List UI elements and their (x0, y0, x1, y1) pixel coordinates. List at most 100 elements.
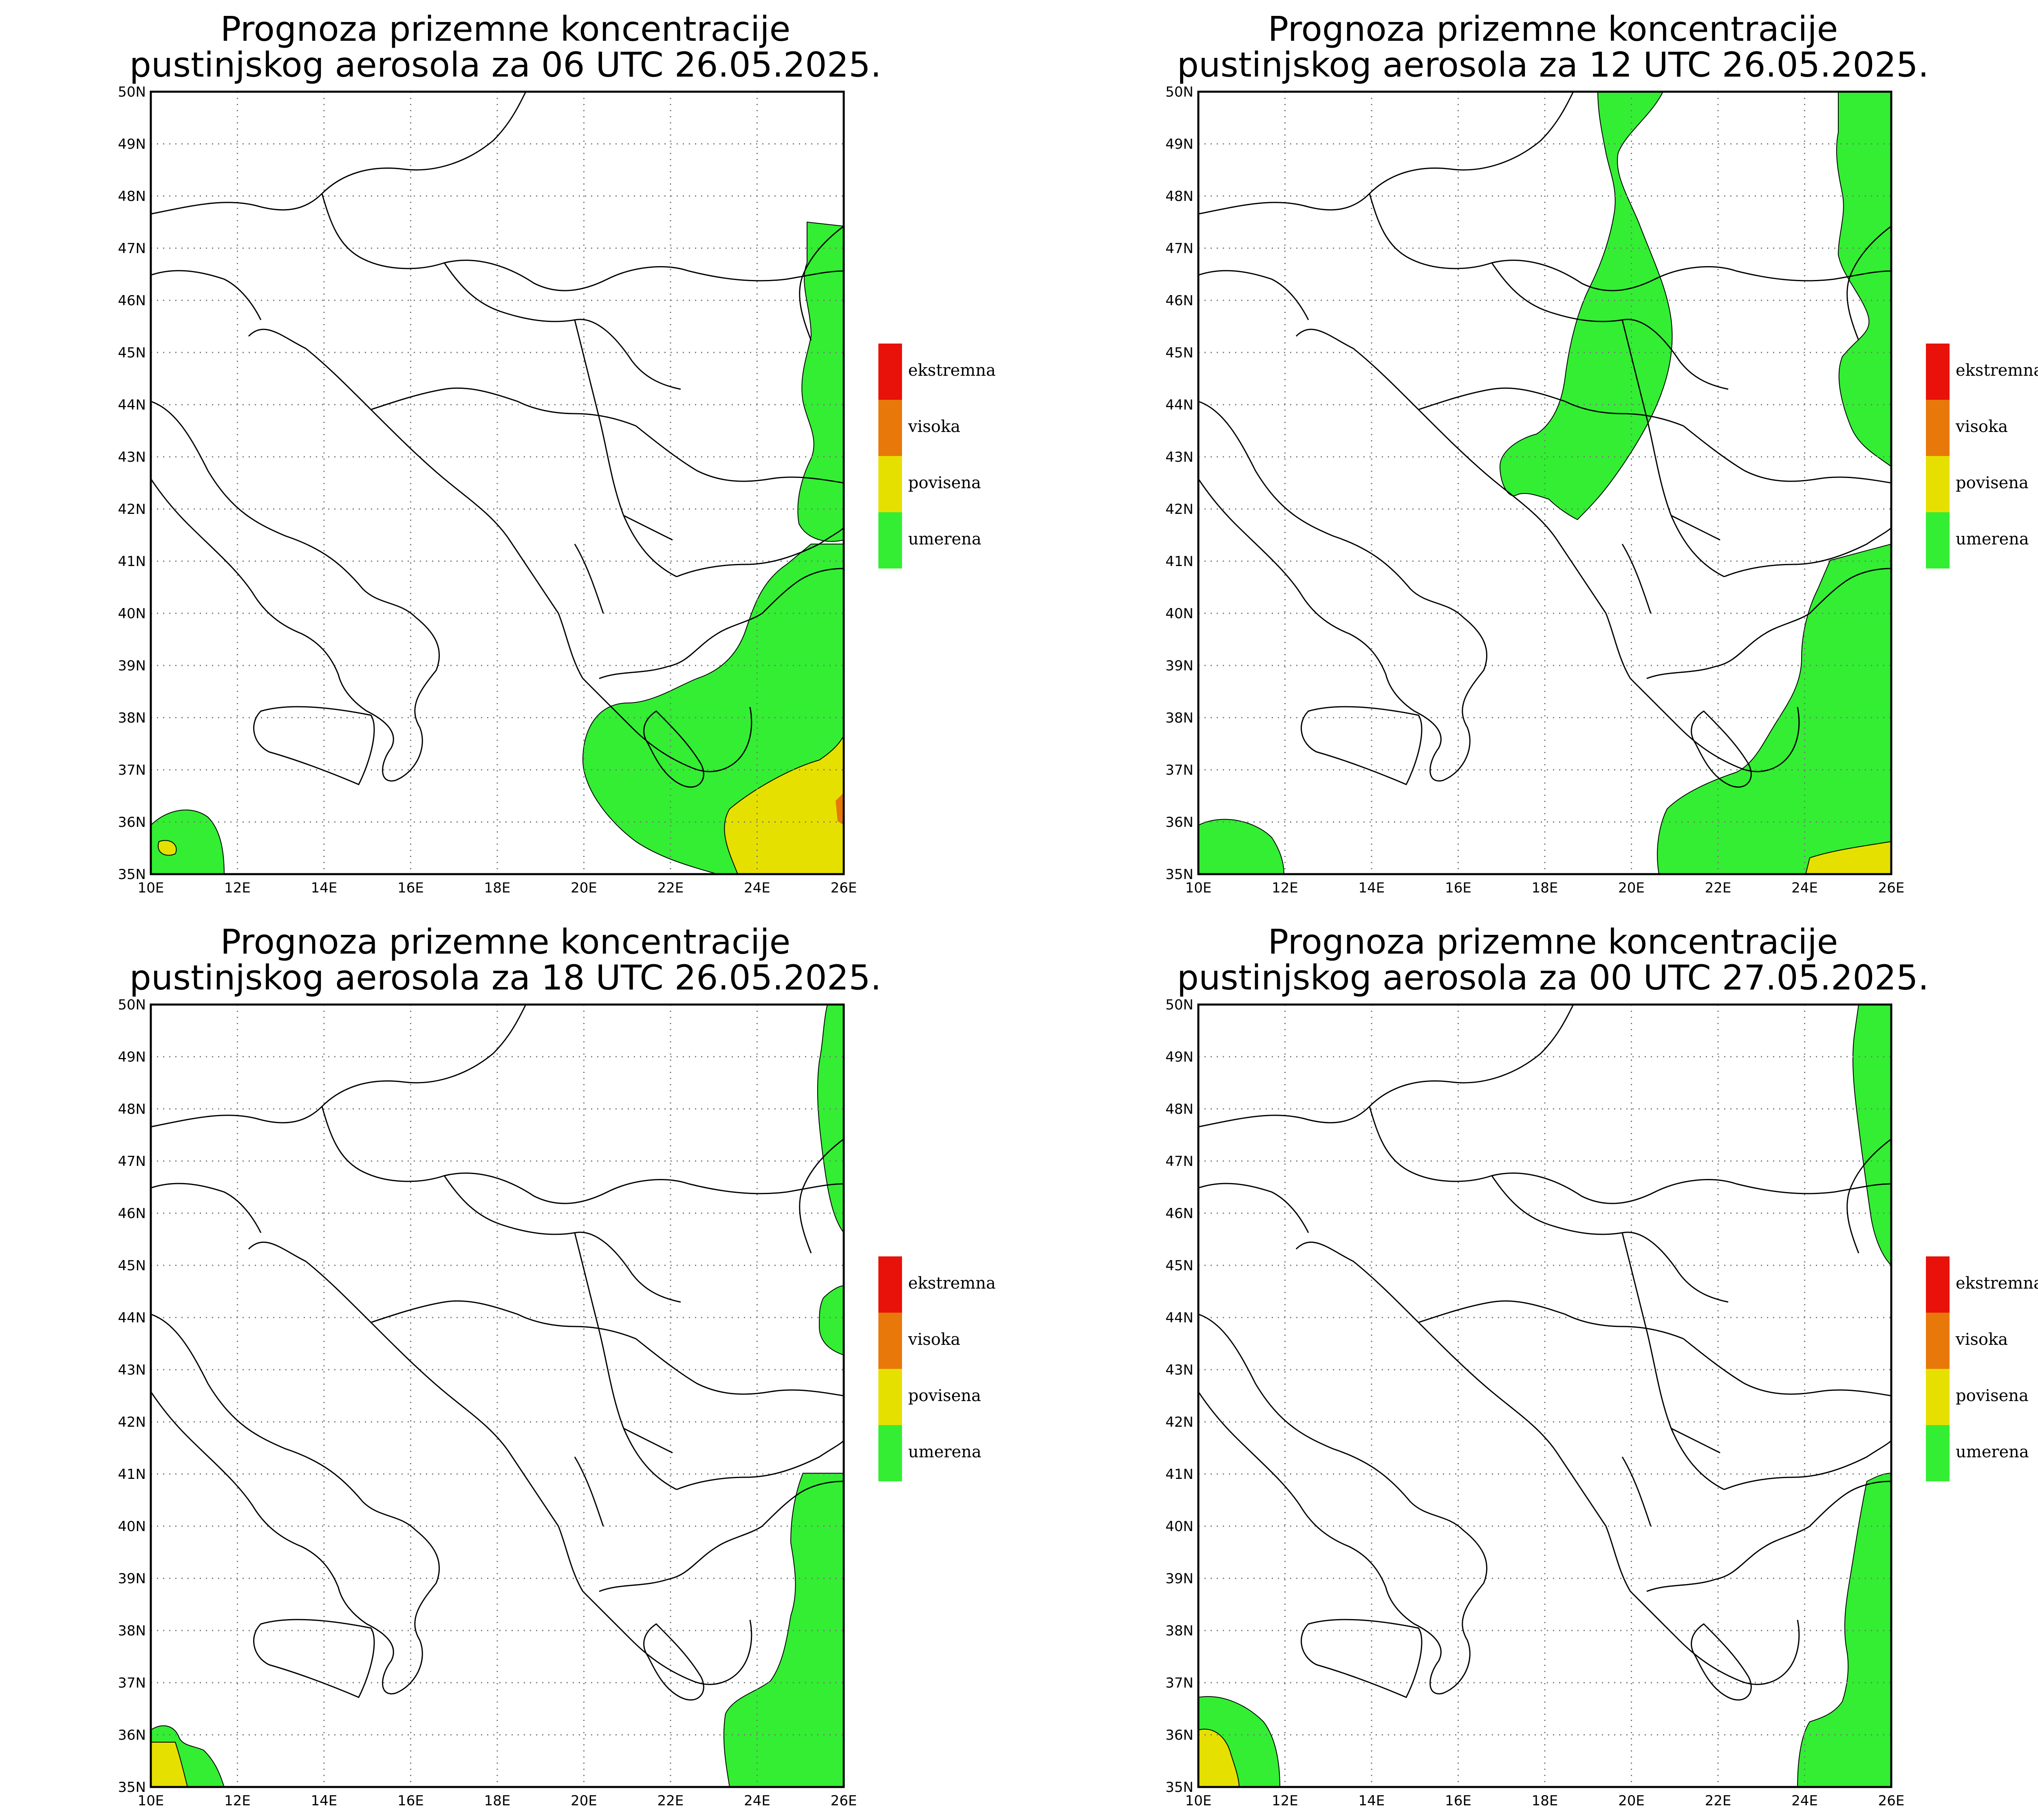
svg-text:14E: 14E (311, 880, 337, 896)
legend-label-umerena: umerena (1956, 1443, 2029, 1461)
svg-text:46N: 46N (1165, 1205, 1193, 1222)
svg-text:10E: 10E (1185, 1793, 1212, 1809)
lon-axis: 10E 12E 14E 16E 18E 20E 22E 24E 26E (1185, 880, 1905, 896)
svg-text:48N: 48N (118, 1101, 146, 1117)
svg-text:22E: 22E (1705, 1793, 1731, 1809)
legend-swatch-visoka (878, 1313, 902, 1369)
svg-text:42N: 42N (118, 1414, 146, 1430)
legend-label-visoka: visoka (908, 417, 960, 436)
panel-title-line1: Prognoza prizemne koncentracije (1268, 922, 1838, 962)
dust-visoka (836, 793, 844, 825)
panel-18utc: Prognoza prizemne koncentracije pustinjs… (118, 922, 996, 1809)
svg-text:26E: 26E (1878, 1793, 1905, 1809)
svg-text:22E: 22E (657, 1793, 684, 1809)
legend-label-povisena: povisena (908, 474, 981, 492)
svg-text:42N: 42N (118, 501, 146, 518)
panel-title-line1: Prognoza prizemne koncentracije (221, 922, 791, 962)
svg-text:40N: 40N (1165, 606, 1193, 622)
svg-text:24E: 24E (1791, 880, 1818, 896)
legend-swatch-umerena (878, 512, 902, 568)
legend-swatch-umerena (1926, 1425, 1950, 1481)
svg-text:35N: 35N (118, 1779, 146, 1796)
svg-text:35N: 35N (1165, 866, 1193, 883)
panel-title-line1: Prognoza prizemne koncentracije (221, 9, 791, 49)
dust-umerena (1198, 91, 1892, 875)
svg-text:50N: 50N (118, 84, 146, 100)
svg-text:43N: 43N (118, 449, 146, 465)
map-frame (150, 90, 845, 875)
legend-swatch-povisena (878, 456, 902, 512)
svg-text:42N: 42N (1165, 501, 1193, 518)
svg-text:39N: 39N (118, 658, 146, 674)
svg-text:18E: 18E (1532, 1793, 1558, 1809)
svg-text:50N: 50N (118, 997, 146, 1013)
svg-text:37N: 37N (1165, 762, 1193, 778)
lon-axis: 10E 12E 14E 16E 18E 20E 22E 24E 26E (138, 1793, 857, 1809)
dust-povisena (1198, 1729, 1240, 1787)
svg-text:44N: 44N (1165, 1310, 1193, 1326)
svg-text:16E: 16E (397, 1793, 424, 1809)
map-frame (1197, 1003, 1892, 1788)
svg-text:38N: 38N (118, 1623, 146, 1639)
svg-text:36N: 36N (1165, 814, 1193, 831)
lat-axis: 50N 49N 48N 47N 46N 45N 44N 43N 42N 41N … (118, 997, 146, 1796)
legend-swatch-ekstremna (1926, 344, 1950, 400)
svg-text:38N: 38N (1165, 710, 1193, 726)
legend-label-visoka: visoka (908, 1330, 960, 1349)
svg-text:24E: 24E (744, 880, 770, 896)
svg-text:47N: 47N (118, 1153, 146, 1170)
svg-text:44N: 44N (1165, 397, 1193, 413)
legend-label-povisena: povisena (1956, 1386, 2029, 1405)
lat-axis: 50N 49N 48N 47N 46N 45N 44N 43N 42N 41N … (1165, 997, 1193, 1796)
svg-text:20E: 20E (1618, 880, 1645, 896)
svg-text:45N: 45N (118, 345, 146, 361)
svg-text:46N: 46N (118, 1205, 146, 1222)
svg-text:41N: 41N (118, 553, 146, 570)
svg-text:40N: 40N (1165, 1518, 1193, 1535)
lat-axis: 50N 49N 48N 47N 46N 45N 44N 43N 42N 41N … (118, 84, 146, 883)
svg-text:20E: 20E (571, 880, 597, 896)
legend-label-visoka: visoka (1955, 1330, 2008, 1349)
svg-text:14E: 14E (1359, 1793, 1385, 1809)
svg-text:12E: 12E (224, 1793, 251, 1809)
svg-text:14E: 14E (311, 1793, 337, 1809)
svg-text:50N: 50N (1165, 997, 1193, 1013)
panel-title-line2: pustinjskog aerosola za 06 UTC 26.05.202… (130, 45, 882, 85)
lat-axis: 50N 49N 48N 47N 46N 45N 44N 43N 42N 41N … (1165, 84, 1193, 883)
svg-text:37N: 37N (1165, 1675, 1193, 1691)
panel-12utc: Prognoza prizemne koncentracije pustinjs… (1165, 9, 2038, 896)
legend: ekstremna visoka povisena umerena (878, 1256, 996, 1481)
legend-label-ekstremna: ekstremna (1956, 1274, 2038, 1293)
svg-text:47N: 47N (1165, 240, 1193, 257)
svg-text:36N: 36N (118, 814, 146, 831)
svg-text:36N: 36N (118, 1727, 146, 1743)
svg-text:10E: 10E (1185, 880, 1212, 896)
svg-text:26E: 26E (1878, 880, 1905, 896)
legend-swatch-ekstremna (878, 344, 902, 400)
svg-text:49N: 49N (1165, 1049, 1193, 1065)
svg-text:20E: 20E (571, 1793, 597, 1809)
panel-title-line2: pustinjskog aerosola za 12 UTC 26.05.202… (1177, 45, 1929, 85)
svg-text:39N: 39N (1165, 658, 1193, 674)
panel-title-line2: pustinjskog aerosola za 00 UTC 27.05.202… (1177, 958, 1929, 998)
svg-text:22E: 22E (1705, 880, 1731, 896)
svg-text:50N: 50N (1165, 84, 1193, 100)
svg-text:48N: 48N (1165, 1101, 1193, 1117)
svg-text:45N: 45N (1165, 1258, 1193, 1274)
legend: ekstremna visoka povisena umerena (878, 344, 996, 568)
svg-text:45N: 45N (118, 1258, 146, 1274)
svg-text:35N: 35N (118, 866, 146, 883)
legend-swatch-visoka (1926, 1313, 1950, 1369)
svg-text:40N: 40N (118, 606, 146, 622)
legend-swatch-umerena (878, 1425, 902, 1481)
legend-swatch-visoka (878, 400, 902, 456)
svg-text:18E: 18E (484, 880, 511, 896)
svg-text:38N: 38N (118, 710, 146, 726)
legend-swatch-ekstremna (1926, 1256, 1950, 1313)
legend-label-ekstremna: ekstremna (908, 361, 996, 380)
svg-text:41N: 41N (1165, 1466, 1193, 1483)
svg-text:16E: 16E (1445, 1793, 1471, 1809)
svg-text:22E: 22E (657, 880, 684, 896)
legend-label-umerena: umerena (1956, 530, 2029, 549)
svg-text:18E: 18E (484, 1793, 511, 1809)
